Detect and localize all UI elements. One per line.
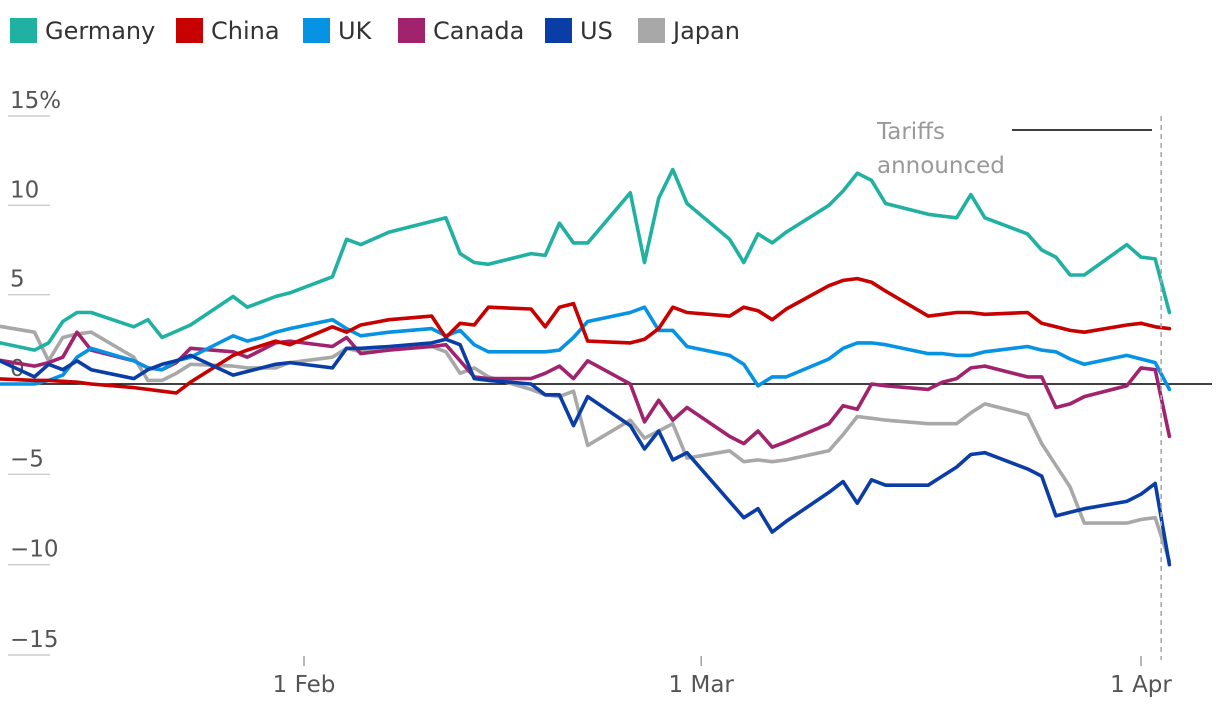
legend-label: Germany (45, 17, 155, 45)
legend-swatch (10, 18, 37, 43)
series-line-germany (0, 167, 1172, 352)
legend-item-japan: Japan (638, 17, 740, 45)
x-tick-label: 1 Apr (1110, 672, 1172, 698)
legend-label: UK (338, 17, 373, 45)
y-tick-label: 15% (10, 88, 61, 114)
legend-item-us: US (545, 17, 613, 45)
annotation-text: Tariffs (876, 119, 945, 145)
y-tick-label: 10 (10, 177, 39, 203)
legend-swatch (176, 18, 203, 43)
series-line-canada (0, 330, 1172, 449)
y-tick-label: −15 (10, 627, 59, 653)
y-tick-label: 5 (10, 267, 25, 293)
x-tick-label: 1 Feb (273, 672, 336, 698)
tariffs-annotation: Tariffs announced (876, 116, 1162, 660)
series-line-china (0, 276, 1172, 395)
legend-swatch (398, 18, 425, 43)
legend-swatch (638, 18, 665, 43)
series-layer (0, 167, 1172, 567)
legend-swatch (545, 18, 572, 43)
legend-label: US (580, 17, 613, 45)
legend-swatch (303, 18, 330, 43)
legend-label: China (211, 17, 280, 45)
annotation-text: announced (877, 153, 1005, 179)
legend-item-china: China (176, 17, 280, 45)
y-tick-label: −5 (10, 446, 44, 472)
legend-item-canada: Canada (398, 17, 524, 45)
x-axis: 1 Feb 1 Mar 1 Apr (273, 656, 1172, 698)
legend-label: Japan (671, 17, 740, 45)
x-tick-label: 1 Mar (669, 672, 735, 698)
legend-item-germany: Germany (10, 17, 155, 45)
series-line-uk (0, 305, 1172, 392)
y-tick-label: −10 (10, 537, 59, 563)
series-line-us (0, 337, 1172, 567)
legend-item-uk: UK (303, 17, 373, 45)
chart-legend: Germany China UK Canada US Japan (10, 17, 740, 45)
legend-label: Canada (433, 17, 524, 45)
